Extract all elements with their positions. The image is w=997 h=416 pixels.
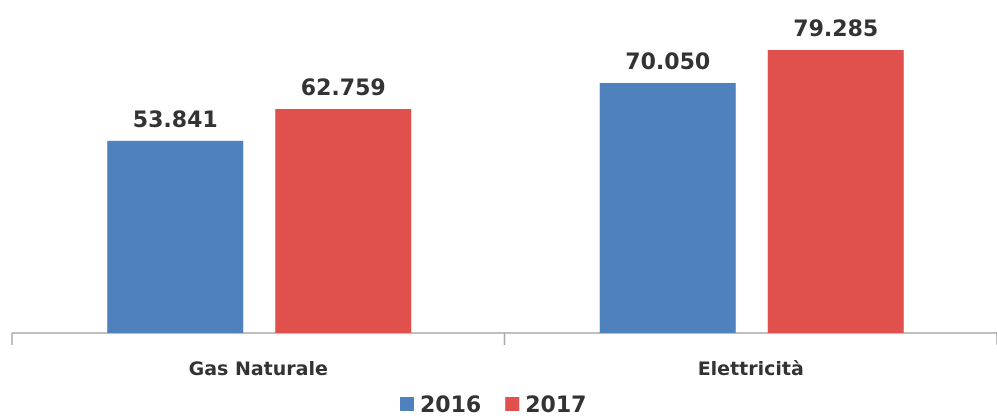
data-label: 62.759 — [301, 76, 386, 101]
legend-swatch — [400, 397, 414, 411]
bar — [767, 50, 904, 333]
x-tick-label: Elettricità — [698, 358, 804, 380]
bar — [599, 82, 736, 333]
data-label: 79.285 — [793, 17, 878, 42]
legend-label: 2017 — [525, 393, 586, 416]
legend-swatch — [505, 397, 520, 411]
x-tick-label: Gas Naturale — [189, 358, 328, 380]
legend-label: 2016 — [420, 393, 481, 416]
bar — [275, 108, 412, 333]
data-label: 53.841 — [133, 108, 218, 133]
bar — [107, 140, 244, 333]
data-label: 70.050 — [625, 50, 710, 75]
